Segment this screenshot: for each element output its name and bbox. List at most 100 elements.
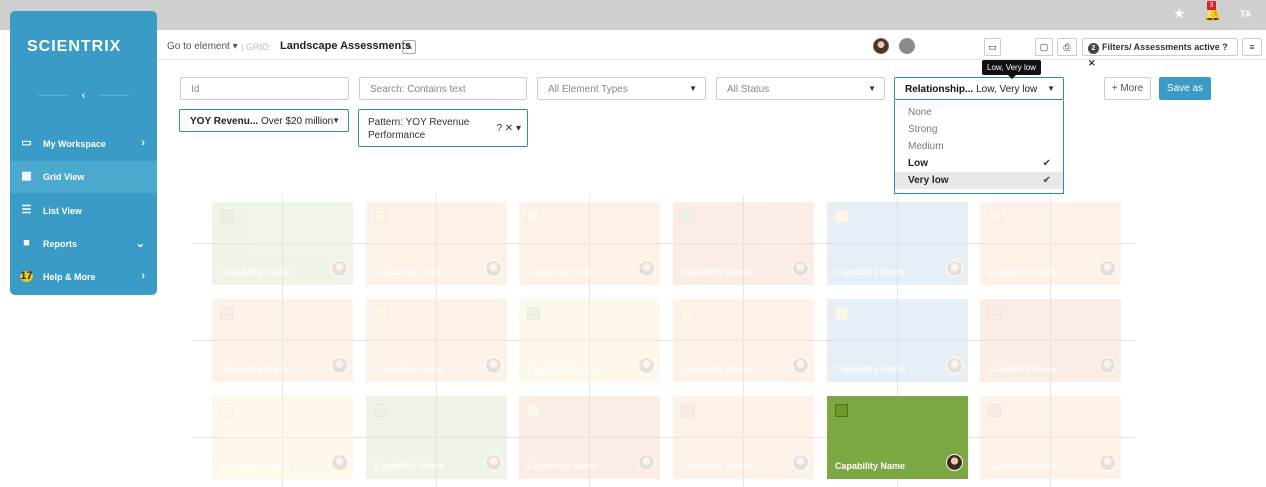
select-label: Relationship...: [905, 84, 974, 95]
sidebar-item-help[interactable]: 17 Help & More ›: [10, 261, 157, 293]
yoy-revenue-select[interactable]: YOY Revenu... Over $20 million ▼: [179, 109, 349, 132]
capability-card[interactable]: Capability Name: [673, 299, 814, 382]
capability-name: Capability Name: [527, 461, 598, 471]
capability-card[interactable]: Capability Name: [366, 202, 507, 285]
avatar[interactable]: [485, 260, 502, 277]
capability-card[interactable]: Capability Name: [827, 202, 968, 285]
pattern-label: Pattern: YOY Revenue Performance: [368, 117, 470, 141]
capability-card[interactable]: Capability Name: [980, 202, 1121, 285]
avatar[interactable]: [331, 357, 348, 374]
status-square: [988, 404, 1001, 417]
chevron-right-icon: ›: [141, 270, 145, 282]
chevron-down-icon: ⌄: [135, 238, 145, 250]
status-square: [527, 307, 540, 320]
active-filters-button[interactable]: 2 Filters/ Assessments active ? ✕: [1082, 38, 1238, 68]
avatar[interactable]: [638, 357, 655, 374]
capability-card[interactable]: Capability Name: [673, 396, 814, 479]
pencil-icon: ✎: [405, 42, 413, 52]
capability-name: Capability Name: [220, 364, 291, 374]
capability-card[interactable]: Capability Name: [827, 396, 968, 479]
list-icon: ☰: [21, 204, 32, 216]
avatar[interactable]: [638, 260, 655, 277]
capability-card[interactable]: Capability Name: [366, 299, 507, 382]
dropdown-option[interactable]: Strong: [895, 121, 1063, 138]
help-circle-icon[interactable]: ?: [1222, 42, 1228, 52]
caret-down-icon: ▼: [689, 84, 697, 93]
dropdown-option[interactable]: Low ✔: [895, 155, 1063, 172]
caret-down-icon: ▼: [1047, 84, 1055, 93]
avatar[interactable]: [1099, 454, 1116, 471]
avatar[interactable]: [1099, 357, 1116, 374]
avatar[interactable]: [1099, 260, 1116, 277]
grid-line: [192, 437, 1134, 438]
sidebar: SCIENTRIX ‹ ▭ My Workspace › ▦ Grid View…: [10, 11, 157, 295]
divider: [99, 95, 129, 96]
goto-element-dropdown[interactable]: Go to element ▾: [167, 41, 238, 52]
option-label: None: [908, 107, 932, 118]
grid-icon: ▦: [21, 170, 32, 182]
avatar[interactable]: [873, 38, 889, 54]
avatar[interactable]: [946, 260, 963, 277]
avatar[interactable]: [638, 454, 655, 471]
option-label: Very low: [908, 175, 949, 186]
status-square: [220, 307, 233, 320]
capability-card[interactable]: Capability Name: [980, 396, 1121, 479]
avatar[interactable]: [331, 454, 348, 471]
search-input[interactable]: Search: Contains text: [359, 77, 527, 100]
avatar[interactable]: [792, 454, 809, 471]
more-filters-button[interactable]: + More: [1104, 77, 1151, 100]
filter-icon: ≡: [1249, 42, 1255, 52]
relationship-select[interactable]: Relationship... Low, Very low ▼: [894, 77, 1064, 100]
collapse-sidebar-icon[interactable]: ‹: [81, 88, 86, 102]
avatar[interactable]: [946, 357, 963, 374]
avatar[interactable]: [485, 454, 502, 471]
save-as-button[interactable]: Save as: [1159, 77, 1211, 100]
avatar[interactable]: [792, 260, 809, 277]
avatar[interactable]: [331, 260, 348, 277]
note-button[interactable]: ▢: [1035, 38, 1053, 56]
capability-name: Capability Name: [988, 461, 1059, 471]
sidebar-item-label: Grid View: [43, 172, 85, 182]
sidebar-item-grid-view[interactable]: ▦ Grid View: [10, 161, 157, 193]
capability-card[interactable]: Capability Name: [673, 202, 814, 285]
sidebar-item-reports[interactable]: ■ Reports ⌄: [10, 228, 157, 260]
dropdown-option[interactable]: Medium: [895, 138, 1063, 155]
keyboard-icon[interactable]: ▭: [984, 38, 1001, 56]
sidebar-item-my-workspace[interactable]: ▭ My Workspace ›: [10, 128, 157, 160]
filter-menu-button[interactable]: ≡: [1242, 38, 1262, 56]
pattern-select[interactable]: Pattern: YOY Revenue Performance ? ✕ ▾: [358, 109, 528, 147]
capability-card[interactable]: Capability Name: [212, 202, 353, 285]
avatar[interactable]: [899, 38, 915, 54]
avatar[interactable]: [792, 357, 809, 374]
id-input[interactable]: Id: [180, 77, 349, 100]
dropdown-option[interactable]: None: [895, 104, 1063, 121]
help-badge: 17: [20, 270, 33, 282]
avatar[interactable]: [485, 357, 502, 374]
capability-card[interactable]: Capability Name: [212, 396, 353, 479]
capability-card[interactable]: Capability Name: [519, 202, 660, 285]
dropdown-option[interactable]: Very low ✔: [895, 172, 1063, 189]
filters-count-badge: 2: [1088, 43, 1099, 54]
capability-card[interactable]: Capability Name: [212, 299, 353, 382]
capability-card[interactable]: Capability Name: [519, 396, 660, 479]
capability-card[interactable]: Capability Name: [519, 299, 660, 382]
grid-line: [192, 340, 1134, 341]
sidebar-item-label: Reports: [43, 239, 78, 249]
capability-card[interactable]: Capability Name: [366, 396, 507, 479]
pattern-controls[interactable]: ? ✕ ▾: [496, 123, 521, 134]
capability-card[interactable]: Capability Name: [827, 299, 968, 382]
edit-title-button[interactable]: ✎: [402, 40, 416, 54]
element-types-select[interactable]: All Element Types ▼: [537, 77, 706, 100]
star-icon[interactable]: ★: [1173, 5, 1186, 21]
print-button[interactable]: ⎙: [1057, 38, 1077, 56]
status-select[interactable]: All Status ▼: [716, 77, 885, 100]
sidebar-item-list-view[interactable]: ☰ List View: [10, 195, 157, 227]
capability-card[interactable]: Capability Name: [980, 299, 1121, 382]
grid-line: [1050, 195, 1051, 487]
status-square: [835, 404, 848, 417]
user-avatar[interactable]: TA: [1240, 9, 1252, 19]
close-icon[interactable]: ✕: [1088, 58, 1096, 68]
status-square: [374, 210, 387, 223]
capability-name: Capability Name: [681, 267, 752, 277]
avatar[interactable]: [946, 454, 963, 471]
